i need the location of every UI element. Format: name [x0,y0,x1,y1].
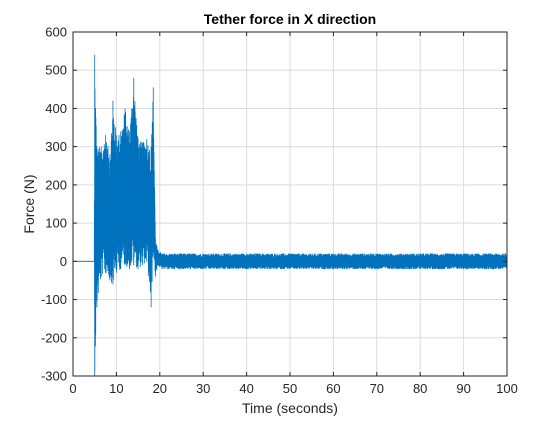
y-tick-label: 300 [45,139,67,154]
x-tick-label: 40 [239,381,253,396]
x-tick-label: 10 [109,381,123,396]
x-tick-label: 90 [456,381,470,396]
x-tick-label: 80 [413,381,427,396]
x-tick-label: 0 [69,381,76,396]
data-layer [72,54,508,376]
y-tick-label: -100 [41,292,67,307]
y-tick-label: 100 [45,216,67,231]
y-tick-label: 400 [45,101,67,116]
x-tick-label: 30 [196,381,210,396]
y-tick-label: 200 [45,177,67,192]
series-line [72,54,508,376]
x-tick-label: 100 [496,381,518,396]
y-tick-label: 600 [45,25,67,40]
y-tick-label: -200 [41,330,67,345]
x-axis-label: Time (seconds) [242,400,338,416]
y-tick-label: -300 [41,369,67,384]
chart-title: Tether force in X direction [204,11,376,27]
y-tick-label: 500 [45,63,67,78]
y-tick-label: 0 [60,254,67,269]
x-tick-labels: 0 10 20 30 40 50 60 70 80 90 100 [69,381,517,396]
tick-marks [72,31,508,377]
y-axis-label: Force (N) [21,174,37,233]
x-tick-label: 70 [370,381,384,396]
x-tick-label: 60 [326,381,340,396]
x-tick-label: 50 [283,381,297,396]
x-tick-label: 20 [153,381,167,396]
y-tick-labels: -300 -200 -100 0 100 200 300 400 500 600 [41,25,67,384]
